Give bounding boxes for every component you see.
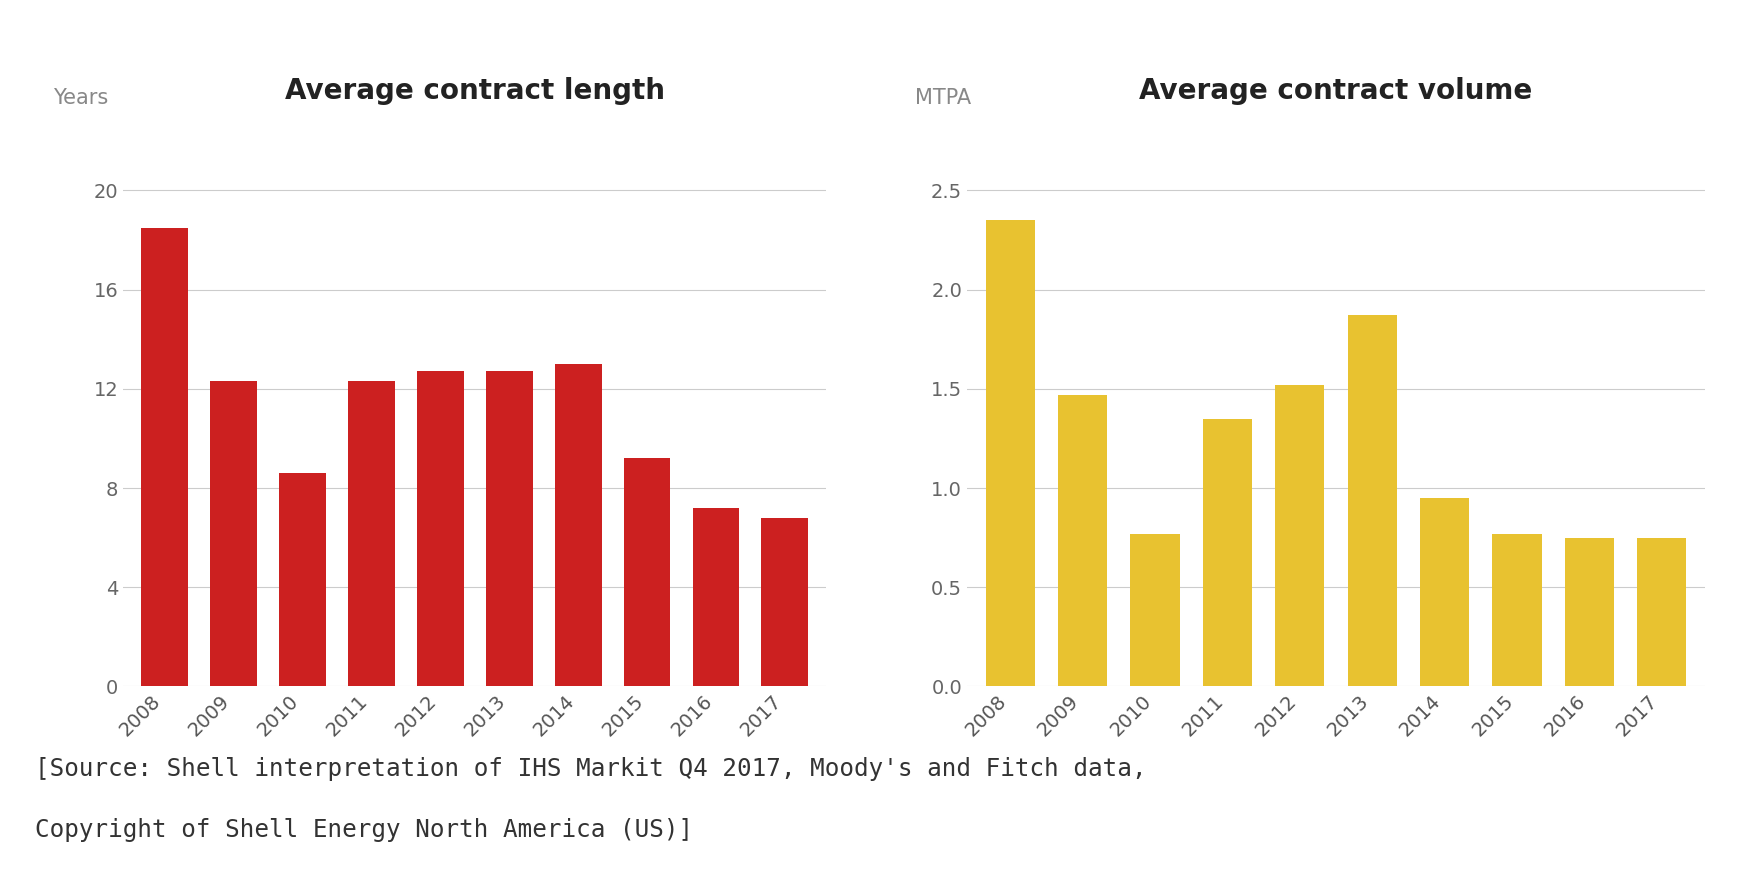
Bar bbox=[624, 458, 669, 686]
Bar bbox=[1420, 498, 1469, 686]
Bar bbox=[1202, 419, 1251, 686]
Bar bbox=[1492, 533, 1541, 686]
Bar bbox=[209, 381, 257, 686]
Text: Copyright of Shell Energy North America (US)]: Copyright of Shell Energy North America … bbox=[35, 818, 692, 842]
Bar bbox=[485, 371, 532, 686]
Bar bbox=[1348, 315, 1397, 686]
Bar bbox=[692, 508, 740, 686]
Text: MTPA: MTPA bbox=[915, 88, 972, 108]
Bar bbox=[1058, 395, 1107, 686]
Bar bbox=[1130, 533, 1179, 686]
Bar bbox=[1274, 385, 1323, 686]
Bar bbox=[141, 228, 188, 686]
Title: Average contract volume: Average contract volume bbox=[1139, 77, 1532, 105]
Text: [Source: Shell interpretation of IHS Markit Q4 2017, Moody's and Fitch data,: [Source: Shell interpretation of IHS Mar… bbox=[35, 757, 1146, 781]
Bar bbox=[761, 517, 808, 686]
Bar bbox=[416, 371, 464, 686]
Text: Years: Years bbox=[53, 88, 107, 108]
Bar bbox=[1636, 538, 1685, 686]
Bar bbox=[279, 473, 325, 686]
Bar bbox=[553, 364, 601, 686]
Bar bbox=[986, 220, 1035, 686]
Bar bbox=[1564, 538, 1613, 686]
Bar bbox=[348, 381, 395, 686]
Title: Average contract length: Average contract length bbox=[285, 77, 664, 105]
